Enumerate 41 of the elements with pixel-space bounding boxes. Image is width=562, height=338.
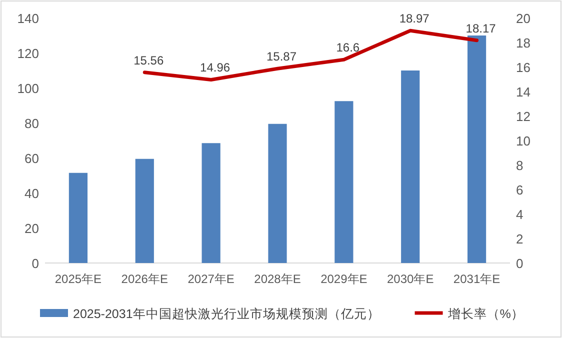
data-label: 14.96 bbox=[200, 60, 230, 75]
bar bbox=[202, 143, 220, 263]
data-label: 15.56 bbox=[134, 53, 164, 68]
data-label: 15.87 bbox=[266, 50, 297, 64]
y-tick-label: 60 bbox=[24, 151, 39, 166]
x-tick-label: 2027年E bbox=[188, 272, 234, 286]
bar bbox=[68, 172, 88, 263]
data-label: 16.6 bbox=[336, 40, 360, 55]
y-tick-label: 140 bbox=[17, 11, 39, 26]
x-tick-label: 2028年E bbox=[254, 272, 301, 286]
y2-tick-label: 10 bbox=[516, 134, 530, 148]
y2-tick-label: 18 bbox=[516, 36, 530, 50]
bar bbox=[334, 101, 354, 263]
y2-tick-label: 12 bbox=[516, 109, 530, 124]
y-tick-label: 80 bbox=[24, 116, 39, 131]
x-tick-label: 2026年E bbox=[121, 272, 168, 286]
x-tick-label: 2025年E bbox=[54, 272, 102, 286]
x-tick-label: 2030年E bbox=[387, 272, 434, 286]
bar bbox=[401, 70, 420, 263]
bar bbox=[467, 36, 486, 263]
y2-tick-label: 0 bbox=[516, 256, 524, 271]
x-tick-label: 2031年E bbox=[453, 272, 500, 286]
bar bbox=[135, 158, 154, 263]
legend-label: 增长率（%） bbox=[446, 306, 524, 321]
y-tick-label: 120 bbox=[17, 46, 39, 61]
y2-tick-label: 8 bbox=[516, 158, 524, 173]
y2-tick-label: 20 bbox=[516, 11, 530, 26]
legend-label: 2025-2031年中国超快激光行业市场规模预测（亿元） bbox=[73, 307, 380, 321]
data-label: 18.17 bbox=[466, 21, 496, 36]
x-tick-label: 2029年E bbox=[320, 272, 368, 286]
y2-tick-label: 16 bbox=[516, 60, 530, 75]
y2-tick-label: 14 bbox=[516, 84, 530, 100]
data-label: 18.97 bbox=[399, 12, 430, 26]
y-tick-label: 0 bbox=[32, 256, 39, 271]
bar bbox=[268, 124, 287, 263]
y-tick-label: 20 bbox=[24, 221, 39, 236]
y-tick-label: 40 bbox=[24, 186, 39, 201]
y2-tick-label: 4 bbox=[516, 207, 524, 222]
y2-tick-label: 2 bbox=[516, 232, 524, 246]
y2-tick-label: 6 bbox=[516, 182, 524, 198]
y-tick-label: 100 bbox=[17, 81, 39, 96]
